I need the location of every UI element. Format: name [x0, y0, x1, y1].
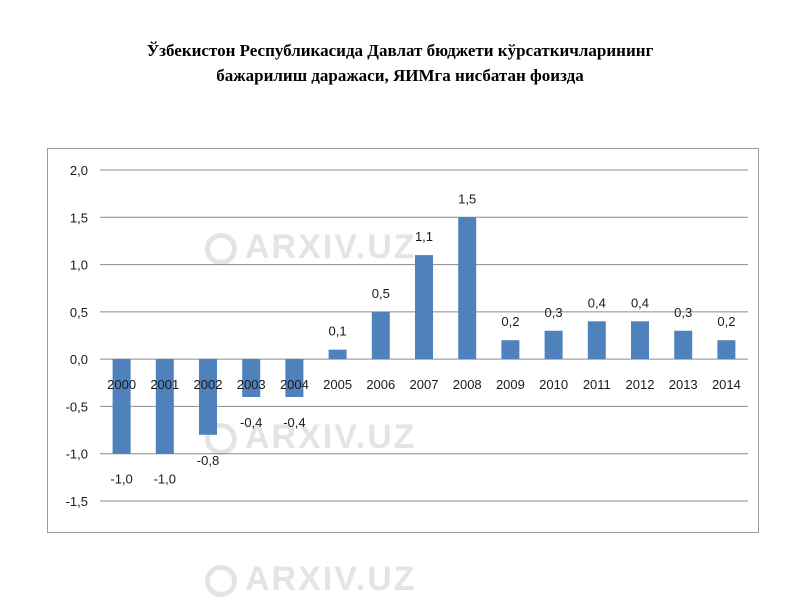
data-label: 1,5	[458, 191, 476, 206]
data-label: -0,4	[283, 415, 305, 430]
bar	[155, 359, 174, 454]
bar	[501, 340, 520, 360]
x-tick-label: 2006	[366, 377, 395, 392]
data-label: 0,3	[545, 305, 563, 320]
x-tick-label: 2010	[539, 377, 568, 392]
bar	[328, 349, 347, 360]
bar	[285, 359, 304, 397]
chart-frame	[47, 148, 759, 533]
watermark-ring-icon	[205, 233, 237, 266]
watermark-ring-icon	[205, 423, 237, 456]
chart-title-line2: бажарилиш даражаси, ЯИМга нисбатан фоизд…	[216, 66, 584, 85]
data-label: -1,0	[110, 472, 132, 487]
bar	[242, 359, 261, 397]
y-tick-label: 2,0	[70, 163, 88, 178]
x-tick-label: 2011	[583, 377, 611, 392]
bar	[587, 321, 606, 360]
x-tick-label: 2008	[453, 377, 482, 392]
data-label: 0,3	[674, 305, 692, 320]
data-label: 0,4	[631, 295, 649, 310]
x-tick-label: 2003	[237, 377, 266, 392]
data-label: 1,1	[415, 229, 433, 244]
watermark-ring-icon	[205, 565, 237, 598]
data-label: -1,0	[154, 472, 176, 487]
x-tick-label: 2007	[410, 377, 439, 392]
watermark: ARXIV.UZ	[205, 228, 417, 267]
x-tick-label: 2002	[194, 377, 223, 392]
x-tick-label: 2001	[150, 377, 179, 392]
x-tick-label: 2013	[669, 377, 698, 392]
bar	[415, 255, 433, 360]
bar	[112, 359, 131, 454]
data-label: 0,4	[588, 295, 606, 310]
y-tick-label: 1,5	[70, 210, 88, 225]
bar	[631, 321, 649, 360]
chart-title-line1: Ўзбекистон Республикасида Давлат бюджети…	[146, 41, 654, 60]
y-tick-label: 0,0	[70, 352, 88, 367]
data-label: -0,8	[197, 453, 219, 468]
x-tick-label: 2009	[496, 377, 525, 392]
x-tick-label: 2014	[712, 377, 741, 392]
y-tick-label: 0,5	[70, 305, 88, 320]
watermark: ARXIV.UZ	[205, 418, 417, 457]
bar	[371, 311, 390, 360]
x-tick-label: 2004	[280, 377, 309, 392]
y-tick-label: -0,5	[66, 399, 88, 414]
data-label: 0,5	[372, 286, 390, 301]
bar	[717, 340, 736, 360]
bar	[458, 217, 477, 360]
data-label: 0,1	[329, 324, 347, 339]
bar	[674, 330, 693, 360]
bar	[199, 359, 217, 435]
data-label: 0,2	[717, 314, 735, 329]
y-tick-label: -1,0	[66, 447, 88, 462]
data-label: 0,2	[501, 314, 519, 329]
data-label: -0,4	[240, 415, 262, 430]
x-tick-label: 2012	[626, 377, 655, 392]
y-tick-label: -1,5	[66, 494, 88, 509]
bar	[544, 330, 563, 360]
x-tick-label: 2000	[107, 377, 136, 392]
x-tick-label: 2005	[323, 377, 352, 392]
chart-title: Ўзбекистон Республикасида Давлат бюджети…	[0, 38, 800, 88]
watermark: ARXIV.UZ	[205, 560, 417, 599]
y-tick-label: 1,0	[70, 258, 88, 273]
